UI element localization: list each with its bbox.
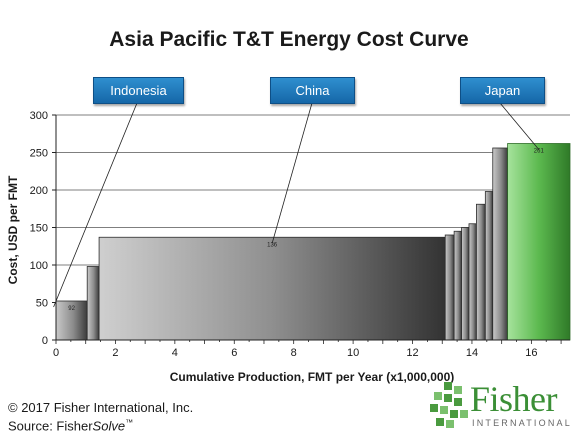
callout-leaders (53, 102, 540, 308)
x-tick-label: 2 (112, 347, 118, 359)
bar-3 (444, 234, 455, 341)
source-product: Solve (92, 418, 126, 434)
bar-8 (484, 191, 494, 341)
y-tick-label: 100 (30, 260, 48, 272)
cost-curve-chart: 92 136 261 0 50 100 150 200 250 300 0 2 4 6 8 10 12 14 16… (6, 102, 571, 384)
y-tick-label: 0 (42, 335, 48, 347)
bar-5 (461, 227, 470, 341)
bar-data-label: 261 (534, 149, 545, 155)
bar-data-label: 136 (267, 242, 278, 248)
bar-7 (476, 203, 486, 341)
chart-title: Asia Pacific T&T Energy Cost Curve (109, 28, 469, 51)
footer-source: Source: FisherSolve™ (8, 418, 133, 433)
bar-4 (453, 230, 462, 341)
x-tick-label: 4 (172, 347, 178, 359)
y-axis-label: Cost, USD per FMT (6, 175, 20, 284)
bar-1 (86, 266, 100, 341)
y-tick-label: 200 (30, 185, 48, 197)
callout-japan: Japan (460, 77, 545, 104)
bar-data-label: 92 (68, 306, 75, 312)
fisher-logo-mark-icon (430, 382, 468, 428)
x-tick-label: 14 (466, 347, 478, 359)
x-tick-label: 16 (525, 347, 537, 359)
y-tick-label: 300 (30, 110, 48, 122)
x-axis-label: Cumulative Production, FMT per Year (x1,… (170, 370, 455, 384)
callout-indonesia: Indonesia (93, 77, 184, 104)
y-tick-label: 150 (30, 223, 48, 235)
source-tm: ™ (125, 418, 134, 427)
x-tick-label: 12 (406, 347, 418, 359)
leader-japan (499, 102, 540, 150)
leader-indonesia (53, 102, 138, 308)
x-tick-label: 10 (347, 347, 359, 359)
y-tick-label: 50 (36, 298, 48, 310)
bar-9 (492, 147, 509, 341)
logo-subtitle: INTERNATIONAL (472, 418, 572, 428)
footer-copyright: © 2017 Fisher International, Inc. (8, 400, 194, 415)
leader-china (271, 102, 313, 244)
x-tick-label: 0 (53, 347, 59, 359)
bar-10 (507, 143, 571, 341)
x-tick-label: 6 (231, 347, 237, 359)
bar-2 (98, 236, 446, 341)
bars: 92 136 261 (55, 143, 571, 341)
logo-word: Fisher (470, 379, 558, 419)
axes: 0 50 100 150 200 250 300 0 2 4 6 8 10 12 14 16 (30, 110, 570, 359)
bar-6 (468, 223, 477, 341)
callout-china: China (270, 77, 355, 104)
y-tick-label: 250 (30, 148, 48, 160)
source-prefix: Source: Fisher (8, 418, 93, 434)
fisher-logo: Fisher INTERNATIONAL (430, 378, 575, 436)
x-tick-label: 8 (291, 347, 297, 359)
